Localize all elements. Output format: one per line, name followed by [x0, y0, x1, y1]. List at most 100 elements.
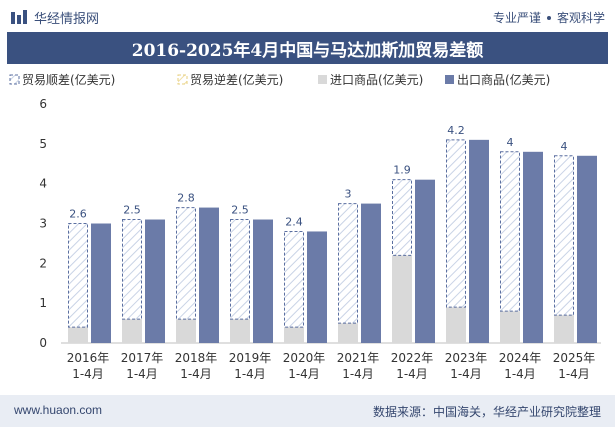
x-tick-period-3: 1-4月: [234, 367, 266, 381]
y-tick-label-0: 0: [39, 336, 47, 350]
x-tick-period-1: 1-4月: [126, 367, 158, 381]
surplus-bar-2: [176, 207, 196, 320]
chart-title: 2016-2025年4月中国与马达加斯加贸易差额: [131, 40, 484, 61]
bar-group-8: 4: [500, 136, 543, 343]
x-tick-period-5: 1-4月: [342, 367, 374, 381]
export-bar-1: [145, 219, 165, 343]
export-bar-9: [577, 155, 597, 343]
surplus-bar-8: [500, 151, 520, 312]
legend-label-1: 贸易逆差(亿美元): [190, 72, 283, 87]
legend: 贸易顺差(亿美元) 贸易逆差(亿美元) 进口商品(亿美元) 出口商品(亿美元): [9, 72, 550, 87]
chart: 贸易顺差(亿美元) 贸易逆差(亿美元) 进口商品(亿美元) 出口商品(亿美元) 0 1 2…: [9, 72, 601, 381]
surplus-data-label-4: 2.4: [285, 215, 303, 228]
import-bar-5: [338, 323, 358, 343]
legend-label-3: 出口商品(亿美元): [457, 72, 550, 87]
y-tick-label-4: 4: [39, 177, 47, 191]
title-bar: 2016-2025年4月中国与马达加斯加贸易差额: [7, 32, 608, 64]
bar-group-7: 4.2: [446, 124, 489, 343]
x-tick-year-8: 2024年: [499, 351, 542, 365]
export-bar-2: [199, 207, 219, 343]
y-tick-label-5: 5: [39, 137, 47, 151]
surplus-data-label-8: 4: [507, 136, 514, 149]
surplus-data-label-1: 2.5: [123, 204, 141, 217]
x-tick-period-4: 1-4月: [288, 367, 320, 381]
legend-swatch-3: [445, 75, 454, 84]
surplus-bar-9: [554, 155, 574, 316]
import-bar-3: [230, 319, 250, 343]
top-bar: 华经情报网 专业严谨 客观科学: [0, 0, 615, 32]
export-bar-7: [469, 139, 489, 343]
bar-group-3: 2.5: [230, 204, 273, 343]
bar-group-9: 4: [554, 140, 597, 343]
slogan: 专业严谨 客观科学: [493, 9, 605, 26]
slogan-right: 客观科学: [556, 11, 605, 25]
surplus-data-label-0: 2.6: [69, 208, 87, 221]
separator-dot-icon: [546, 15, 551, 20]
export-bar-4: [307, 231, 327, 343]
bar-group-6: 1.9: [392, 164, 435, 343]
surplus-data-label-6: 1.9: [393, 164, 411, 177]
y-tick-label-1: 1: [39, 296, 47, 310]
x-tick-period-6: 1-4月: [396, 367, 428, 381]
y-tick-label-6: 6: [39, 97, 47, 111]
x-tick-year-2: 2018年: [175, 351, 218, 365]
legend-swatch-2: [318, 75, 327, 84]
export-bar-3: [253, 219, 273, 343]
bar-group-1: 2.5: [122, 204, 165, 343]
legend-item-1[interactable]: 贸易逆差(亿美元): [177, 72, 283, 87]
import-bar-9: [554, 315, 574, 343]
x-tick-period-0: 1-4月: [72, 367, 104, 381]
x-tick-period-8: 1-4月: [504, 367, 536, 381]
x-tick-year-7: 2023年: [445, 351, 488, 365]
x-tick-period-7: 1-4月: [450, 367, 482, 381]
x-tick-year-0: 2016年: [67, 351, 110, 365]
bar-group-2: 2.8: [176, 192, 219, 343]
surplus-data-label-7: 4.2: [447, 124, 465, 137]
surplus-data-label-9: 4: [561, 140, 568, 153]
surplus-bar-3: [230, 219, 250, 320]
surplus-bar-5: [338, 203, 358, 324]
surplus-bar-4: [284, 230, 304, 328]
x-axis: 2016年 1-4月 2017年 1-4月 2018年 1-4月 2019年 1-4月 2020…: [67, 351, 596, 381]
legend-swatch-1: [177, 74, 188, 85]
slogan-left: 专业严谨: [492, 11, 541, 25]
x-tick-year-1: 2017年: [121, 351, 164, 365]
surplus-bar-7: [446, 139, 466, 308]
surplus-data-label-3: 2.5: [231, 204, 249, 217]
y-tick-label-3: 3: [39, 217, 47, 231]
bars: 2.6 2.5 2.8 2.5 2.4 3 1.9 4.2 4 4: [68, 124, 597, 343]
x-tick-period-9: 1-4月: [558, 367, 590, 381]
x-tick-year-6: 2022年: [391, 351, 434, 365]
export-bar-5: [361, 203, 381, 343]
surplus-bar-1: [122, 219, 142, 320]
huajing-logo-icon: [11, 9, 27, 24]
y-tick-label-2: 2: [39, 256, 47, 270]
bar-group-4: 2.4: [284, 215, 327, 343]
import-bar-2: [176, 319, 196, 343]
x-tick-year-3: 2019年: [229, 351, 272, 365]
legend-item-2[interactable]: 进口商品(亿美元): [318, 72, 423, 87]
website-link[interactable]: www.huaon.com: [14, 403, 103, 417]
x-tick-year-4: 2020年: [283, 351, 326, 365]
data-source: 数据来源：中国海关，华经产业研究院整理: [372, 405, 601, 419]
brand[interactable]: 华经情报网: [10, 8, 99, 27]
import-bar-1: [122, 319, 142, 343]
export-bar-8: [523, 151, 543, 343]
legend-label-0: 贸易顺差(亿美元): [22, 72, 115, 87]
import-bar-4: [284, 327, 304, 343]
legend-label-2: 进口商品(亿美元): [330, 72, 423, 87]
import-bar-7: [446, 307, 466, 343]
surplus-data-label-2: 2.8: [177, 192, 195, 205]
legend-item-0[interactable]: 贸易顺差(亿美元): [9, 72, 115, 87]
bar-group-5: 3: [338, 188, 381, 343]
legend-item-3[interactable]: 出口商品(亿美元): [445, 72, 550, 87]
x-tick-year-5: 2021年: [337, 351, 380, 365]
export-bar-6: [415, 179, 435, 343]
x-tick-period-2: 1-4月: [180, 367, 212, 381]
surplus-data-label-5: 3: [345, 188, 352, 201]
import-bar-6: [392, 255, 412, 343]
bar-group-0: 2.6: [68, 208, 111, 343]
import-bar-8: [500, 311, 520, 343]
legend-swatch-0: [9, 74, 20, 85]
brand-name: 华经情报网: [34, 12, 100, 27]
